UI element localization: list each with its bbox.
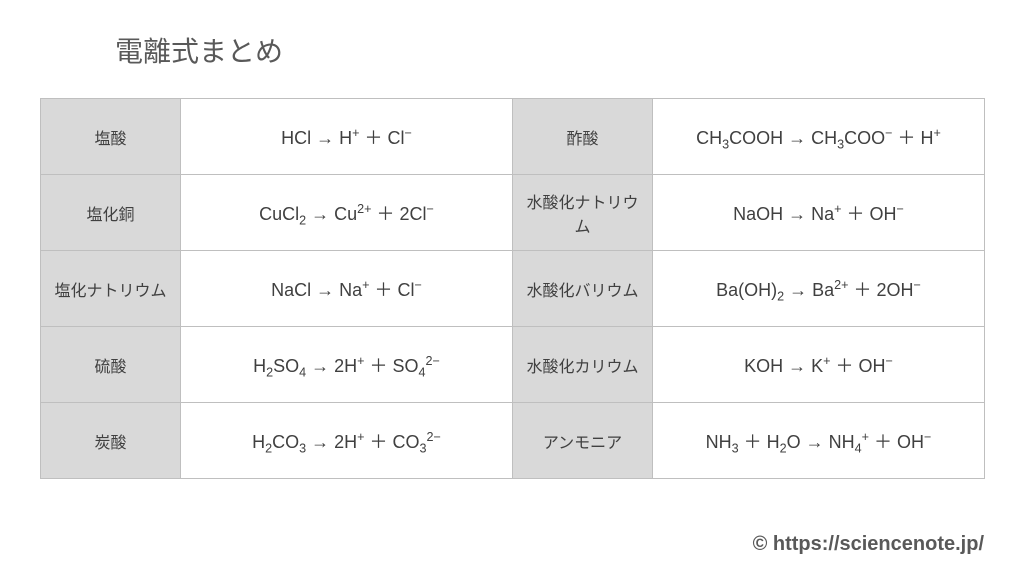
compound-name: 水酸化バリウム	[513, 251, 653, 327]
compound-name: 塩化ナトリウム	[41, 251, 181, 327]
table-row: 炭酸H2CO3 → 2H+ ＋ CO32−アンモニアNH3 ＋ H2O → NH…	[41, 403, 985, 479]
ionization-equation: NaOH → Na+ ＋ OH−	[653, 175, 985, 251]
page-title: 電離式まとめ	[115, 30, 984, 70]
compound-name: 水酸化カリウム	[513, 327, 653, 403]
ionization-equation: HCl → H+ ＋ Cl−	[181, 99, 513, 175]
table-row: 塩酸HCl → H+ ＋ Cl−酢酸CH3COOH → CH3COO− ＋ H+	[41, 99, 985, 175]
footer-credit: © https://sciencenote.jp/	[753, 533, 984, 556]
table-row: 塩化ナトリウムNaCl → Na+ ＋ Cl−水酸化バリウムBa(OH)2 → …	[41, 251, 985, 327]
ionization-equation: CuCl2 → Cu2+ ＋ 2Cl−	[181, 175, 513, 251]
slide: 電離式まとめ 塩酸HCl → H+ ＋ Cl−酢酸CH3COOH → CH3CO…	[0, 0, 1024, 576]
compound-name: 炭酸	[41, 403, 181, 479]
compound-name: 酢酸	[513, 99, 653, 175]
ionization-equation: Ba(OH)2 → Ba2+ ＋ 2OH−	[653, 251, 985, 327]
table-row: 塩化銅CuCl2 → Cu2+ ＋ 2Cl−水酸化ナトリウムNaOH → Na+…	[41, 175, 985, 251]
compound-name: 水酸化ナトリウム	[513, 175, 653, 251]
ionization-equation: CH3COOH → CH3COO− ＋ H+	[653, 99, 985, 175]
compound-name: 塩化銅	[41, 175, 181, 251]
ionization-equation: H2SO4 → 2H+ ＋ SO42−	[181, 327, 513, 403]
compound-name: 塩酸	[41, 99, 181, 175]
table-row: 硫酸H2SO4 → 2H+ ＋ SO42−水酸化カリウムKOH → K+ ＋ O…	[41, 327, 985, 403]
ionization-equation: NH3 ＋ H2O → NH4+ ＋ OH−	[653, 403, 985, 479]
ionization-equation: NaCl → Na+ ＋ Cl−	[181, 251, 513, 327]
ionization-equation: KOH → K+ ＋ OH−	[653, 327, 985, 403]
compound-name: 硫酸	[41, 327, 181, 403]
ionization-equation: H2CO3 → 2H+ ＋ CO32−	[181, 403, 513, 479]
ionization-table: 塩酸HCl → H+ ＋ Cl−酢酸CH3COOH → CH3COO− ＋ H+…	[40, 98, 985, 479]
compound-name: アンモニア	[513, 403, 653, 479]
